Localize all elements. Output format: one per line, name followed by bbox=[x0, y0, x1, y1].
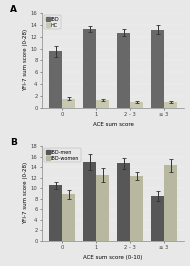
Y-axis label: YFI-7 sum score (0-28): YFI-7 sum score (0-28) bbox=[23, 162, 28, 225]
Bar bbox=[164, 102, 177, 108]
Bar bbox=[62, 194, 75, 241]
Bar bbox=[151, 30, 164, 108]
Text: A: A bbox=[10, 5, 17, 14]
Bar bbox=[49, 185, 62, 241]
Y-axis label: YFI-7 sum score (0-28): YFI-7 sum score (0-28) bbox=[23, 29, 28, 92]
Bar bbox=[96, 175, 109, 241]
Legend: IBD, HC: IBD, HC bbox=[44, 15, 61, 29]
Bar bbox=[49, 52, 62, 108]
Bar bbox=[130, 102, 143, 108]
X-axis label: ACE sum score: ACE sum score bbox=[93, 122, 134, 127]
Bar bbox=[117, 163, 130, 241]
Text: B: B bbox=[10, 138, 17, 147]
Legend: IBD-men, IBD-women: IBD-men, IBD-women bbox=[44, 148, 81, 162]
X-axis label: ACE sum score (0-10): ACE sum score (0-10) bbox=[83, 255, 143, 260]
Bar bbox=[62, 99, 75, 108]
Bar bbox=[151, 196, 164, 241]
Bar bbox=[96, 100, 109, 108]
Bar bbox=[117, 32, 130, 108]
Bar bbox=[83, 162, 96, 241]
Bar bbox=[83, 29, 96, 108]
Bar bbox=[164, 165, 177, 241]
Bar bbox=[130, 176, 143, 241]
